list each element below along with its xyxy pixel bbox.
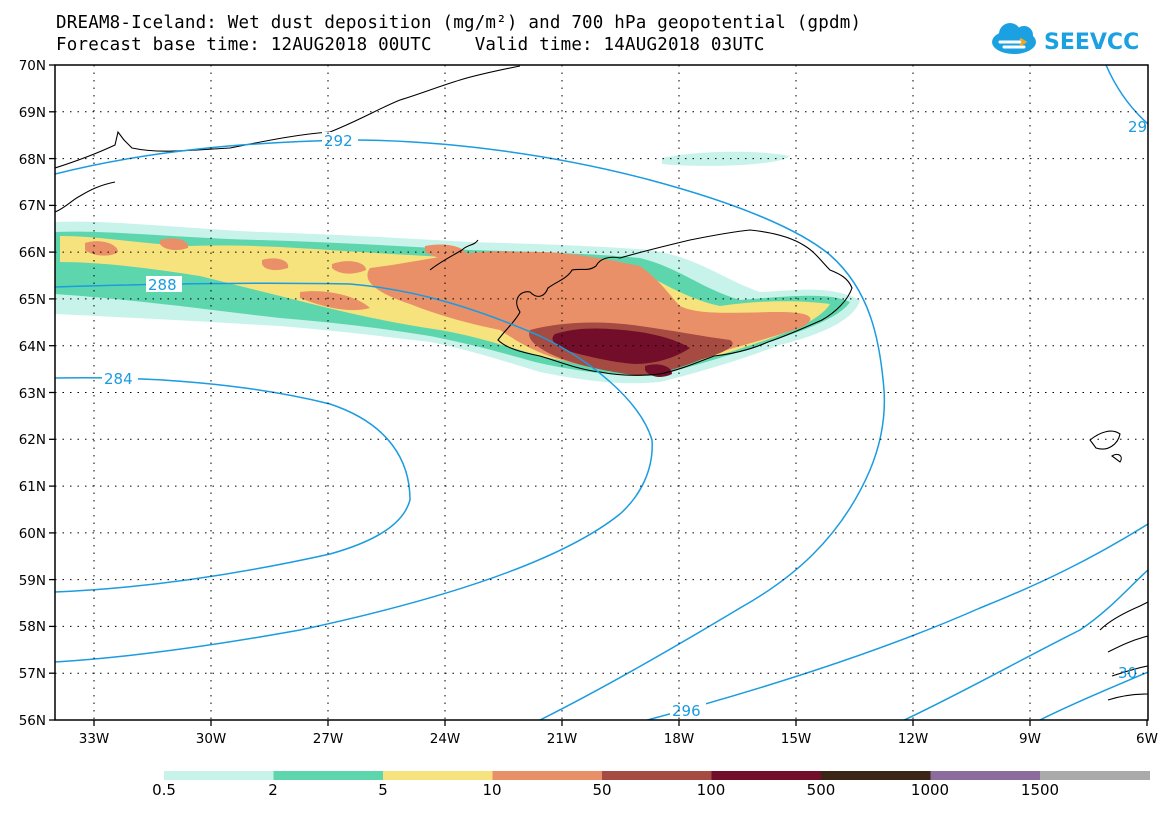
coastlines — [55, 65, 1148, 701]
contour-296 — [644, 523, 1148, 720]
contour-304 — [1039, 671, 1148, 720]
longitude-labels: 33W 30W 27W 24W 21W 18W 15W 12W 9W 6W — [79, 731, 1158, 747]
lon-label: 12W — [898, 731, 929, 747]
lon-label: 6W — [1136, 731, 1158, 747]
legend-label: 5 — [378, 781, 388, 799]
cloud-icon — [992, 23, 1036, 54]
legend-label: 50 — [592, 781, 612, 799]
lat-label: 62N — [19, 432, 46, 448]
contour-label-288: 288 — [148, 276, 177, 294]
logo-text: SEEVCCC — [1044, 30, 1140, 55]
legend-swatch — [930, 771, 1041, 780]
contour-288 — [55, 282, 653, 663]
lon-label: 33W — [79, 731, 110, 747]
lon-label: 30W — [196, 731, 227, 747]
lat-label: 70N — [19, 58, 46, 74]
lat-label: 67N — [19, 198, 46, 214]
coastline-scotland — [1099, 601, 1148, 701]
lat-label: 61N — [19, 479, 46, 495]
lon-label: 15W — [781, 731, 812, 747]
legend-label: 1500 — [1020, 781, 1060, 799]
contour-label-284: 284 — [104, 370, 133, 388]
legend-label: 500 — [806, 781, 836, 799]
legend-swatch — [711, 771, 822, 780]
lat-label: 69N — [19, 105, 46, 121]
lat-label: 59N — [19, 573, 46, 589]
lat-label: 58N — [19, 619, 46, 635]
lat-label: 64N — [19, 339, 46, 355]
lat-label: 68N — [19, 152, 46, 168]
contour-label-292: 292 — [324, 132, 353, 150]
latitude-labels: 70N 69N 68N 67N 66N 65N 64N 63N 62N 61N … — [19, 58, 46, 729]
lat-label: 60N — [19, 526, 46, 542]
legend-swatch — [383, 771, 493, 780]
legend-label: 0.5 — [152, 781, 176, 799]
contour-label-296: 296 — [672, 702, 701, 720]
lat-label: 66N — [19, 245, 46, 261]
legend-label: 10 — [482, 781, 502, 799]
legend-swatch — [273, 771, 384, 780]
contour-300 — [902, 569, 1148, 720]
axis-ticks — [49, 64, 1148, 726]
contour-284 — [55, 376, 411, 593]
lat-label: 57N — [19, 666, 46, 682]
seevccc-logo: SEEVCCC — [992, 23, 1140, 55]
legend-swatch — [602, 771, 712, 780]
legend-swatch — [164, 771, 274, 780]
lat-label: 63N — [19, 386, 46, 402]
lon-label: 24W — [430, 731, 461, 747]
lat-label: 65N — [19, 292, 46, 308]
lon-label: 21W — [547, 731, 578, 747]
map-title: DREAM8-Iceland: Wet dust deposition (mg/… — [56, 13, 862, 33]
coastline-iceland — [497, 229, 853, 376]
map-subtitle: Forecast base time: 12AUG2018 00UTC Vali… — [56, 35, 765, 55]
lon-label: 9W — [1019, 731, 1041, 747]
lon-label: 18W — [664, 731, 695, 747]
coastline-faroe — [1089, 430, 1121, 450]
deposition-band-100 — [552, 328, 690, 364]
legend-swatch — [821, 771, 931, 780]
lon-label: 27W — [313, 731, 344, 747]
legend-label: 2 — [268, 781, 278, 799]
color-legend — [164, 771, 1150, 780]
coastline-greenland — [55, 65, 521, 169]
contour-top-right — [1105, 65, 1148, 125]
contour-label-top-right: 29 — [1128, 118, 1147, 136]
lat-label: 56N — [19, 713, 46, 729]
legend-swatch — [1040, 771, 1150, 780]
map-area — [55, 65, 1148, 720]
legend-label: 1000 — [910, 781, 950, 799]
legend-label: 100 — [696, 781, 726, 799]
legend-swatch — [492, 771, 603, 780]
